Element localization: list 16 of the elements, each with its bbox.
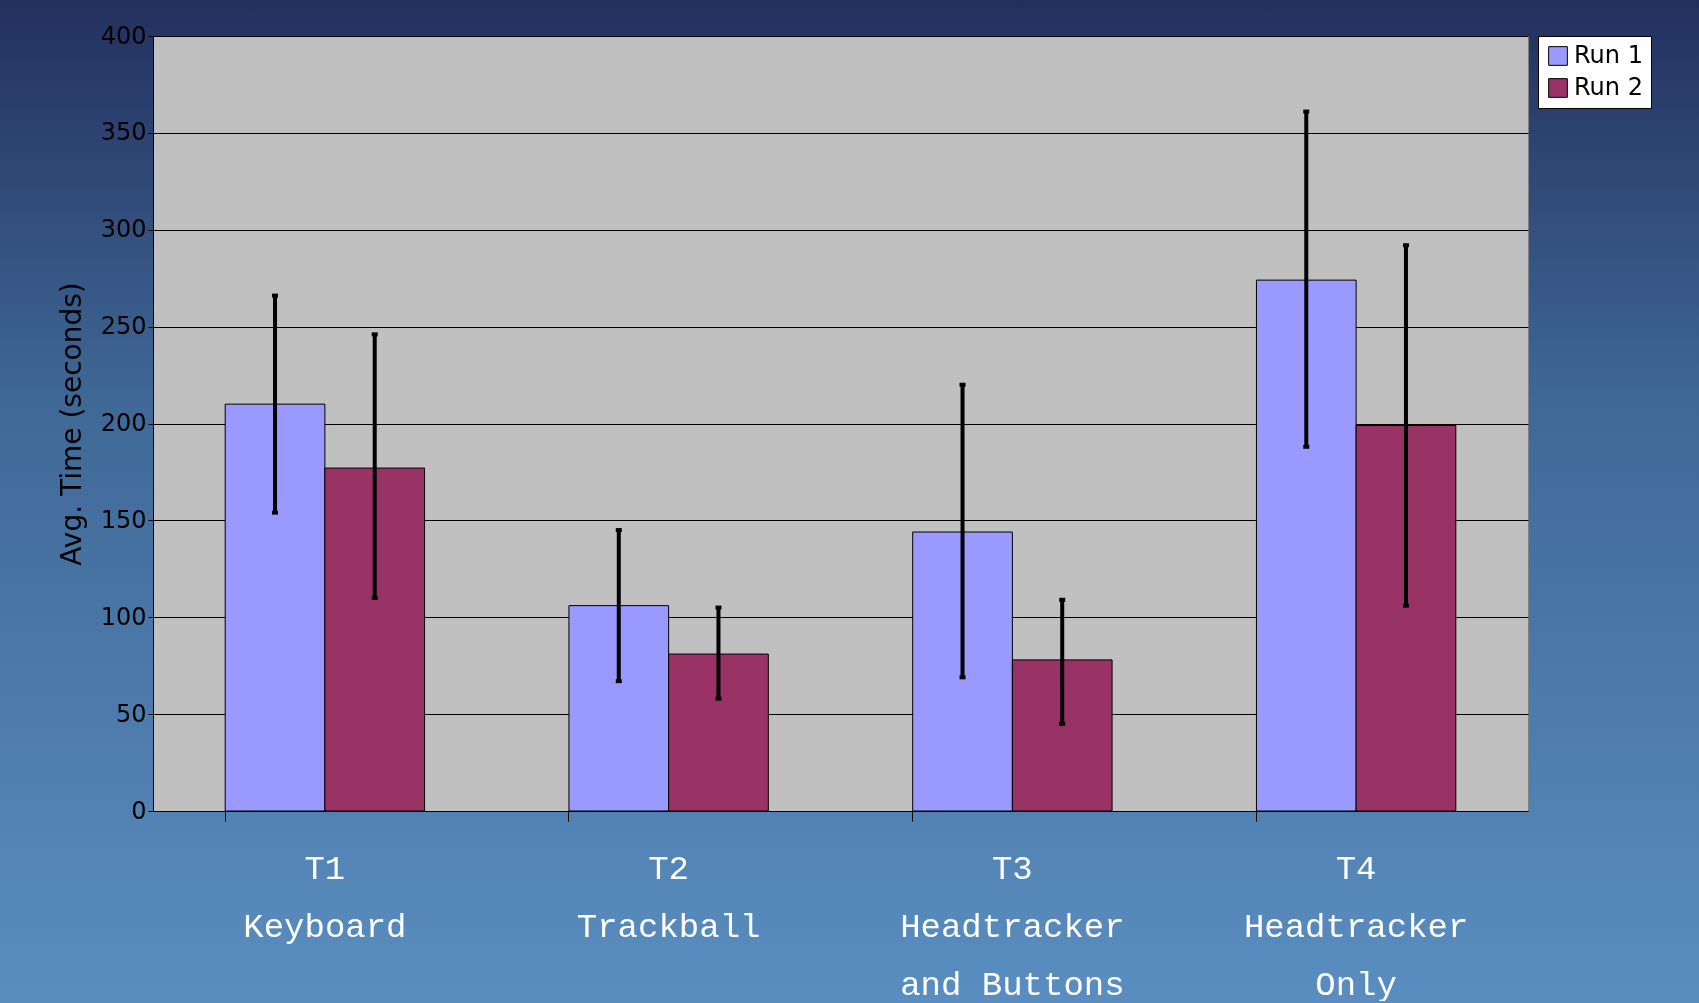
y-axis-title: Avg. Time (seconds) — [54, 282, 88, 566]
y-tick-label: 400 — [100, 21, 147, 50]
x-tick-label: T1 Keyboard — [243, 850, 407, 947]
legend-label: Run 1 — [1574, 41, 1643, 69]
legend-label: Run 2 — [1574, 73, 1643, 101]
x-tick-label: T2 Trackball — [576, 850, 761, 947]
y-tick-label: 250 — [100, 312, 147, 341]
x-tick-label: T4 Headtracker Only — [1243, 850, 1469, 1003]
y-tick-label: 200 — [100, 409, 147, 437]
y-tick-label: 350 — [100, 118, 147, 147]
y-tick-label: 50 — [115, 699, 147, 728]
y-tick-label: 150 — [100, 505, 147, 534]
y-tick-label: 0 — [131, 796, 147, 825]
x-tick-label: T3 Headtracker and Buttons — [900, 850, 1125, 1003]
y-tick-label: 300 — [100, 215, 147, 244]
y-tick-label: 100 — [100, 602, 147, 631]
